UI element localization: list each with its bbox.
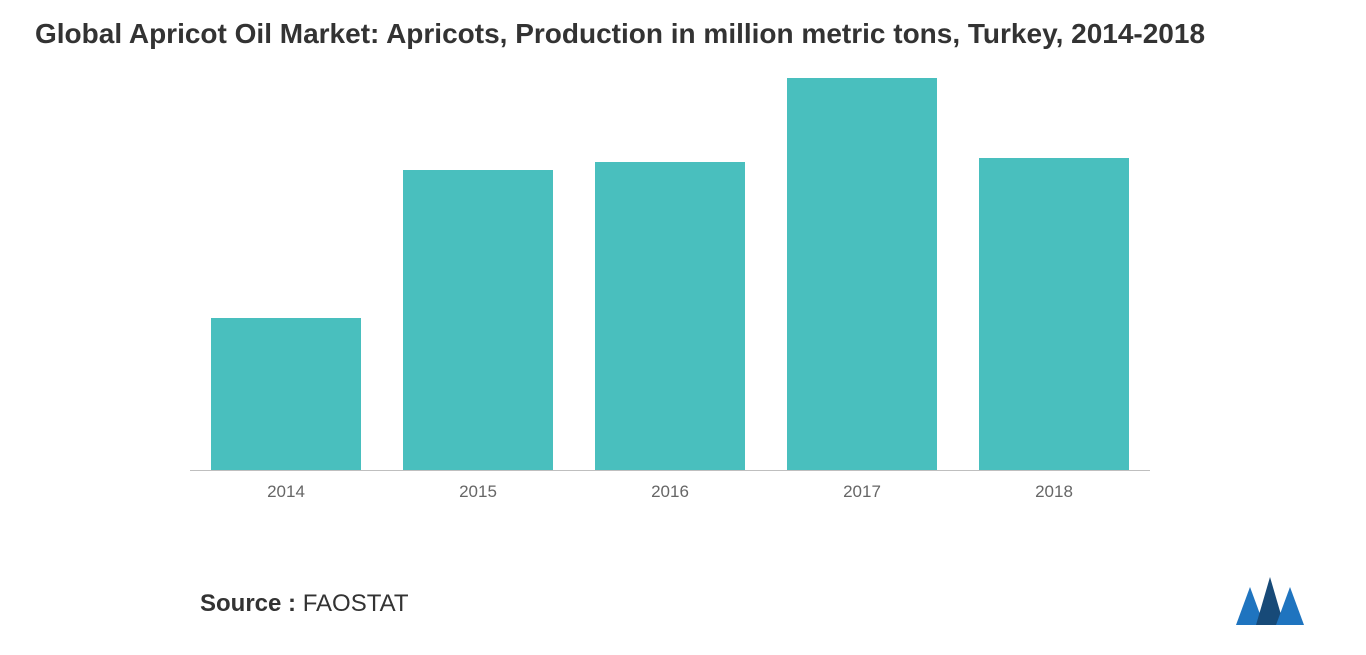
- bar-2018: [979, 158, 1129, 470]
- bar-group: [766, 70, 958, 470]
- logo-shape-right: [1276, 587, 1304, 625]
- bar-2015: [403, 170, 553, 470]
- publisher-logo-icon: [1236, 577, 1306, 625]
- bar-group: [382, 70, 574, 470]
- bar-group: [574, 70, 766, 470]
- source-text: FAOSTAT: [303, 590, 409, 617]
- bar-group: [190, 70, 382, 470]
- bar-2016: [595, 162, 745, 470]
- bar-group: [958, 70, 1150, 470]
- x-label: 2018: [958, 482, 1150, 502]
- source-attribution: Source : FAOSTAT: [200, 590, 409, 618]
- bar-chart: [190, 70, 1150, 470]
- x-label: 2014: [190, 482, 382, 502]
- bar-2017: [787, 78, 937, 470]
- chart-title: Global Apricot Oil Market: Apricots, Pro…: [35, 18, 1331, 50]
- source-prefix: Source :: [200, 590, 303, 617]
- bars-container: [190, 70, 1150, 470]
- x-axis-line: [190, 470, 1150, 471]
- x-label: 2015: [382, 482, 574, 502]
- x-axis-labels: 2014 2015 2016 2017 2018: [190, 482, 1150, 502]
- x-label: 2016: [574, 482, 766, 502]
- bar-2014: [211, 318, 361, 470]
- x-label: 2017: [766, 482, 958, 502]
